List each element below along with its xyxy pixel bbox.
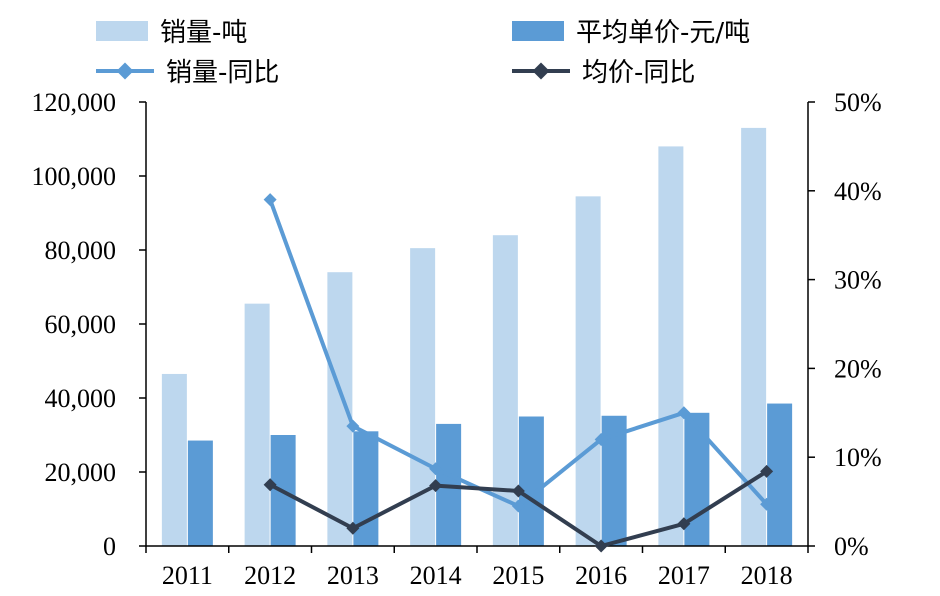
right-tick-label: 10% bbox=[834, 443, 882, 472]
legend-swatch-sales-volume bbox=[96, 20, 148, 41]
marker-sales-yoy-2014 bbox=[429, 462, 443, 476]
left-axis-tick-labels: 0 20,000 40,000 60,000 80,000 100,000 120,000 bbox=[32, 88, 146, 561]
right-axis-tick-labels: 0% 10% 20% 30% 40% 50% bbox=[808, 88, 882, 561]
legend-sales-yoy: 销量-同比 bbox=[96, 52, 279, 89]
bar-sales-volume-2011 bbox=[161, 373, 187, 546]
legend-price-yoy: 均价-同比 bbox=[512, 52, 695, 89]
x-tick-label-2017: 2017 bbox=[658, 561, 710, 590]
x-tick-label-2016: 2016 bbox=[575, 561, 627, 590]
bar-average-price-2018 bbox=[767, 403, 793, 546]
right-tick-label: 50% bbox=[834, 88, 882, 117]
bar-sales-volume-2017 bbox=[658, 146, 684, 546]
right-tick-label: 30% bbox=[834, 266, 882, 295]
marker-sales-yoy-2013 bbox=[346, 419, 360, 433]
marker-price-yoy-2016 bbox=[594, 539, 608, 553]
marker-price-yoy-2013 bbox=[346, 521, 360, 535]
left-tick-label: 60,000 bbox=[45, 310, 117, 339]
legend-sales-volume: 销量-吨 bbox=[96, 12, 247, 49]
left-tick-label: 120,000 bbox=[32, 88, 117, 117]
line-price-yoy bbox=[263, 464, 774, 553]
marker-price-yoy-2017 bbox=[677, 517, 691, 531]
bars-average-price bbox=[187, 403, 793, 546]
marker-sales-yoy-2018 bbox=[760, 497, 774, 511]
legend-label-average-price: 平均单价-元/吨 bbox=[576, 18, 751, 48]
x-tick-label-2013: 2013 bbox=[327, 561, 379, 590]
x-tick-label-2018: 2018 bbox=[741, 561, 793, 590]
right-tick-label: 0% bbox=[834, 532, 869, 561]
x-tick-label-2011: 2011 bbox=[162, 561, 213, 590]
legend-swatch-price-yoy bbox=[512, 62, 570, 79]
right-tick-label: 20% bbox=[834, 354, 882, 383]
legend-swatch-average-price bbox=[512, 20, 564, 41]
left-tick-label: 0 bbox=[103, 532, 116, 561]
bar-sales-volume-2016 bbox=[575, 196, 601, 546]
marker-sales-yoy-2015 bbox=[511, 499, 525, 513]
bar-sales-volume-2012 bbox=[244, 303, 270, 546]
x-tick-label-2015: 2015 bbox=[492, 561, 544, 590]
marker-price-yoy-2015 bbox=[511, 484, 525, 498]
bar-average-price-2011 bbox=[187, 440, 213, 546]
legend-swatch-sales-yoy bbox=[96, 62, 154, 79]
left-tick-label: 20,000 bbox=[45, 458, 117, 487]
right-tick-label: 40% bbox=[834, 177, 882, 206]
marker-price-yoy-2014 bbox=[429, 479, 443, 493]
bars-sales-volume bbox=[161, 127, 767, 547]
marker-sales-yoy-2017 bbox=[677, 406, 691, 420]
left-tick-label: 100,000 bbox=[32, 162, 117, 191]
left-tick-label: 40,000 bbox=[45, 384, 117, 413]
x-axis-tick-labels: 2011 2012 2013 2014 2015 2016 2017 2018 bbox=[145, 546, 809, 590]
legend-label-sales-yoy: 销量-同比 bbox=[166, 58, 280, 88]
legend-average-price: 平均单价-元/吨 bbox=[512, 12, 750, 49]
bar-sales-volume-2015 bbox=[492, 235, 518, 546]
marker-sales-yoy-2016 bbox=[594, 432, 608, 446]
marker-sales-yoy-2012 bbox=[263, 193, 277, 207]
line-sales-yoy bbox=[263, 193, 774, 513]
legend-label-price-yoy: 均价-同比 bbox=[582, 58, 696, 88]
marker-price-yoy-2012 bbox=[263, 478, 277, 492]
marker-price-yoy-2018 bbox=[760, 464, 774, 478]
left-tick-label: 80,000 bbox=[45, 236, 117, 265]
bar-sales-volume-2014 bbox=[410, 248, 436, 546]
legend-label-sales-volume: 销量-吨 bbox=[160, 18, 248, 48]
x-tick-label-2014: 2014 bbox=[410, 561, 462, 590]
x-tick-label-2012: 2012 bbox=[244, 561, 296, 590]
bar-average-price-2015 bbox=[518, 416, 544, 546]
